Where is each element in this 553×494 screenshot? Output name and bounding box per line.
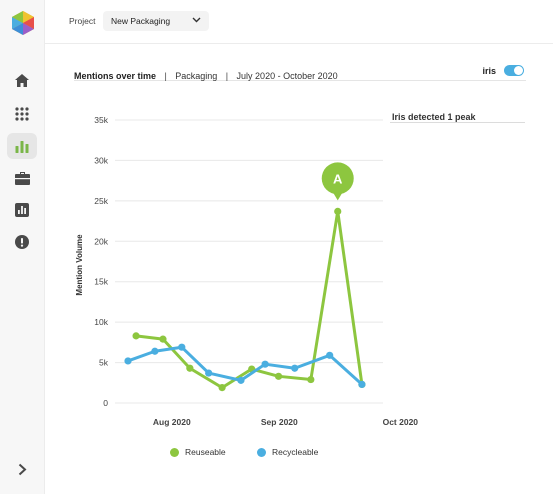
data-point: [237, 376, 245, 384]
briefcase-icon: [14, 171, 30, 185]
y-tick-label: 15k: [94, 277, 108, 287]
data-point: [274, 372, 283, 380]
iris-toggle[interactable]: [504, 65, 524, 76]
header-separator: |: [164, 71, 167, 81]
y-tick-label: 10k: [94, 317, 108, 327]
y-tick-label: 0: [103, 398, 108, 408]
legend-swatch: [257, 447, 266, 457]
apps-grid-icon: [15, 107, 29, 121]
bar-chart-icon: [15, 140, 29, 153]
data-point: [124, 357, 132, 365]
data-point: [132, 332, 140, 340]
y-axis-label: Mention Volume: [75, 234, 84, 296]
project-label: Project: [69, 16, 96, 26]
iris-peak-summary: Iris detected 1 peak: [392, 112, 476, 122]
toggle-knob: [514, 66, 523, 75]
y-tick-label: 35k: [94, 115, 108, 125]
chart-legend: Reuseable Recycleable: [170, 447, 350, 461]
chart-series: [124, 207, 366, 392]
y-tick-label: 25k: [94, 196, 108, 206]
y-tick-label: 5k: [99, 358, 109, 368]
app-logo[interactable]: [10, 10, 36, 36]
sidebar-expand-button[interactable]: [13, 460, 31, 478]
x-tick-label: Aug 2020: [153, 417, 191, 427]
sidebar-item-reports[interactable]: [7, 197, 37, 223]
data-point: [261, 360, 269, 368]
sidebar: [0, 0, 45, 494]
legend-item-reuseable[interactable]: Reuseable: [170, 447, 226, 457]
iris-panel: Iris detected 1 peak: [390, 112, 525, 123]
legend-label: Recycleable: [272, 447, 319, 457]
data-point: [205, 369, 213, 377]
y-axis-ticks: 0 5k 10k 15k 20k 25k 30k 35k: [94, 115, 108, 408]
series-line-recycleable: [126, 345, 364, 386]
chart-date-range: July 2020 - October 2020: [236, 71, 338, 81]
top-bar: Project New Packaging: [45, 0, 553, 44]
data-point: [291, 364, 299, 372]
home-icon: [15, 73, 29, 87]
chart-breadcrumb: Mentions over time | Packaging | July 20…: [74, 66, 338, 84]
sidebar-item-home[interactable]: [7, 67, 37, 93]
legend-swatch: [170, 447, 179, 457]
header-separator: |: [225, 71, 229, 81]
chart-header: Mentions over time | Packaging | July 20…: [74, 63, 526, 81]
data-point: [358, 380, 366, 389]
x-tick-label: Oct 2020: [383, 417, 419, 427]
legend-item-recycleable[interactable]: Recycleable: [257, 447, 318, 457]
chart-category: Packaging: [175, 71, 218, 81]
sidebar-item-apps[interactable]: [7, 101, 37, 127]
data-point: [307, 375, 315, 384]
series-line-reuseable: [134, 209, 364, 390]
annotation-label: A: [333, 171, 343, 186]
y-tick-label: 20k: [94, 236, 108, 246]
data-point: [151, 347, 159, 355]
sidebar-item-alerts[interactable]: [7, 229, 37, 255]
chart-title: Mentions over time: [74, 71, 157, 81]
y-tick-label: 30k: [94, 155, 108, 165]
data-point: [326, 351, 334, 359]
x-axis-ticks: Aug 2020 Sep 2020 Oct 2020: [153, 417, 418, 427]
data-point: [159, 335, 167, 343]
chevron-right-icon: [18, 463, 26, 475]
project-dropdown-value: New Packaging: [111, 16, 171, 26]
legend-label: Reuseable: [185, 447, 226, 457]
project-dropdown[interactable]: New Packaging: [103, 11, 209, 31]
data-point: [218, 384, 226, 392]
sidebar-item-analytics[interactable]: [7, 133, 37, 159]
iris-toggle-label: iris: [482, 66, 496, 76]
data-point: [186, 364, 194, 372]
x-tick-label: Sep 2020: [261, 417, 298, 427]
alert-icon: [15, 235, 29, 249]
report-icon: [15, 203, 29, 217]
chart-grid: [115, 119, 383, 404]
chart-annotations: A: [321, 162, 354, 201]
data-point: [178, 343, 186, 351]
sidebar-item-projects[interactable]: [7, 165, 37, 191]
annotation-marker: [321, 162, 354, 195]
chevron-down-icon: [192, 17, 201, 23]
data-point: [334, 207, 342, 215]
